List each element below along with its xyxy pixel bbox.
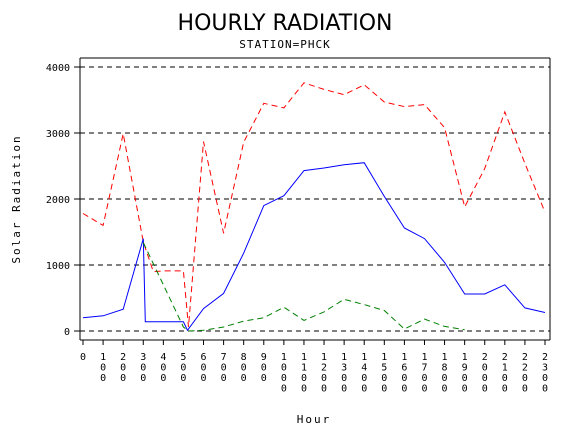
chart-title: HOURLY RADIATION	[178, 11, 393, 36]
y-axis-label: Solar Radiation	[10, 134, 23, 263]
y-tick-label: 2000	[46, 195, 70, 206]
y-tick-label: 4000	[46, 63, 70, 74]
y-ticks: 0 1000 2000 3000 4000	[46, 63, 80, 338]
series-line-3	[142, 242, 465, 332]
y-tick-label: 3000	[46, 129, 70, 140]
y-tick-label: 1000	[46, 261, 70, 272]
chart-subtitle: STATION=PHCK	[239, 38, 330, 51]
series-lines	[82, 82, 546, 332]
y-tick-label: 0	[64, 327, 70, 338]
x-axis-label: Hour	[297, 413, 332, 426]
x-ticks: 0 1 0 0 2 0 0 3 0 0 4 0 0 5 0 0 6 0 0 7 0 0 8 0 0 9 0 0 1 0 0 0 1 1 0 0 1 2 0 0…	[80, 340, 548, 395]
x-tick-label: 0	[80, 352, 86, 363]
gridlines	[80, 66, 550, 332]
series-line-2	[82, 162, 546, 332]
series-line-1	[82, 82, 546, 328]
